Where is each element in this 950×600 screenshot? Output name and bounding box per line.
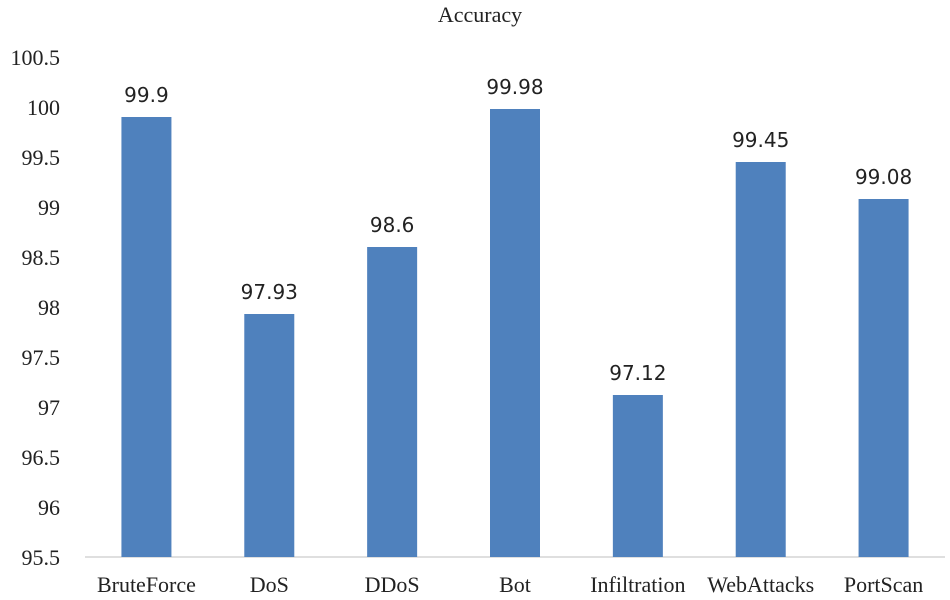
bar-infiltration — [612, 395, 663, 557]
y-tick-label: 95.5 — [22, 545, 61, 570]
data-label-bruteforce: 99.9 — [124, 83, 169, 107]
y-axis-ticks: 95.5 96 96.5 97 97.5 98 98.5 99 99.5 100 100.5 — [11, 45, 61, 570]
y-tick-label: 99.5 — [22, 145, 61, 170]
y-tick-label: 97.5 — [22, 345, 61, 370]
bar-bruteforce — [121, 117, 172, 557]
category-label-bruteforce: BruteForce — [97, 572, 196, 597]
data-label-infiltration: 97.12 — [609, 361, 666, 385]
bar-webattacks — [735, 162, 786, 557]
bar-ddos — [367, 247, 418, 557]
data-label-portscan: 99.08 — [855, 165, 912, 189]
category-label-infiltration: Infiltration — [590, 572, 685, 597]
category-labels-group: BruteForce DoS DDoS Bot Infiltration WebAttac… — [97, 572, 923, 597]
category-label-webattacks: WebAttacks — [707, 572, 814, 597]
bar-dos — [244, 314, 295, 557]
data-label-dos: 97.93 — [241, 280, 298, 304]
category-label-bot: Bot — [499, 572, 531, 597]
y-tick-label: 97 — [38, 395, 60, 420]
bar-bot — [490, 109, 540, 557]
y-tick-label: 100.5 — [11, 45, 61, 70]
y-tick-label: 99 — [38, 195, 60, 220]
y-tick-label: 98 — [38, 295, 60, 320]
category-label-portscan: PortScan — [844, 572, 923, 597]
chart-title: Accuracy — [438, 2, 522, 27]
category-label-dos: DoS — [250, 572, 289, 597]
data-label-webattacks: 99.45 — [732, 128, 789, 152]
y-tick-label: 96 — [38, 495, 60, 520]
bar-portscan — [858, 199, 909, 557]
y-tick-label: 96.5 — [22, 445, 61, 470]
category-label-ddos: DDoS — [365, 572, 420, 597]
y-tick-label: 98.5 — [22, 245, 61, 270]
y-tick-label: 100 — [27, 95, 60, 120]
data-labels-group: 99.9 97.93 98.6 99.98 97.12 99.45 99.08 — [124, 75, 912, 385]
data-label-ddos: 98.6 — [370, 213, 415, 237]
data-label-bot: 99.98 — [486, 75, 543, 99]
bars-group — [121, 109, 909, 557]
